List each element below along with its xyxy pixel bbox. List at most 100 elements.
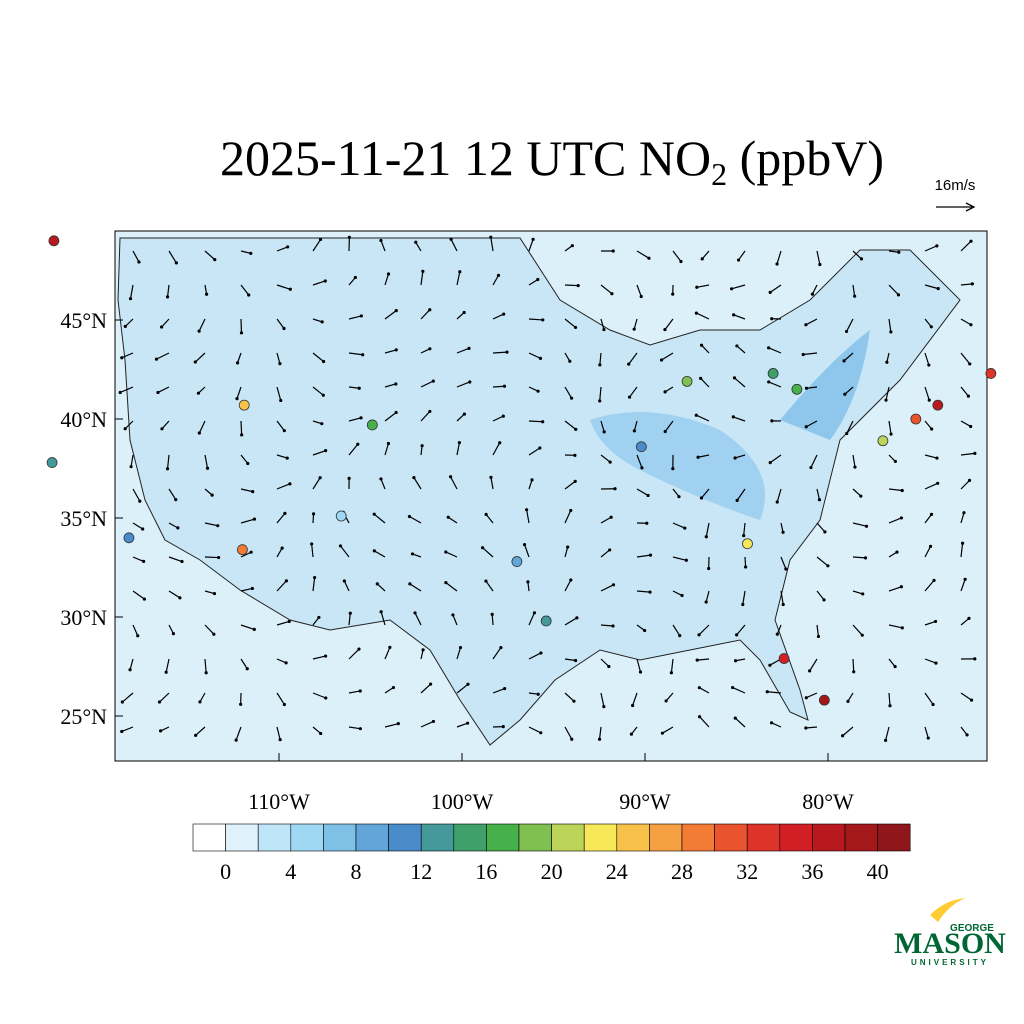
- wind-arrow: [450, 476, 458, 490]
- colorbar-box: [779, 823, 813, 852]
- wind-arrowhead: [160, 325, 164, 329]
- wind-arrowhead: [318, 237, 323, 242]
- wind-arrowhead: [822, 598, 826, 602]
- wind-arrow: [701, 344, 710, 354]
- wind-arrow: [240, 250, 251, 254]
- lat-label: 25°N: [60, 704, 107, 729]
- wind-arrowhead: [323, 654, 328, 658]
- wind-arrow: [240, 454, 249, 464]
- wind-arrowhead: [704, 535, 708, 539]
- wind-arrow: [776, 624, 782, 635]
- wind-arrow: [888, 624, 903, 629]
- wind-arrowhead: [732, 376, 737, 380]
- wind-arrowhead: [973, 657, 977, 661]
- wind-arrowhead: [359, 314, 363, 318]
- wind-arrow: [132, 590, 145, 600]
- wind-arrowhead: [235, 361, 240, 365]
- wind-arrow: [852, 590, 863, 595]
- wind-arrow: [672, 250, 682, 262]
- wind-arrowhead: [396, 722, 400, 726]
- wind-arrowhead: [671, 292, 675, 296]
- wind-arrow: [240, 420, 243, 435]
- wind-arrow: [168, 624, 174, 634]
- wind-arrowhead: [627, 362, 631, 366]
- wind-arrow: [456, 647, 462, 660]
- wind-arrowhead: [639, 294, 643, 299]
- station: [877, 435, 889, 447]
- wind-arrowhead: [646, 493, 650, 498]
- colorbar-box: [714, 823, 748, 852]
- wind-arrow: [420, 271, 424, 286]
- wind-arrow: [696, 414, 710, 422]
- wind-arrow: [456, 381, 471, 388]
- wind-arrowhead: [444, 550, 448, 554]
- wind-arrowhead: [160, 427, 164, 431]
- wind-arrowhead: [313, 575, 317, 580]
- wind-arrowhead: [769, 721, 774, 725]
- wind-arrow: [312, 239, 321, 252]
- wind-arrowhead: [734, 659, 738, 663]
- wind-arrow: [348, 315, 362, 320]
- wind-arrow: [161, 318, 170, 328]
- wind-arrowhead: [781, 602, 785, 607]
- wind-arrow: [960, 318, 972, 326]
- wind-arrow: [769, 454, 782, 464]
- wind-arrow: [414, 612, 422, 626]
- wind-arrowhead: [969, 424, 973, 429]
- wind-arrow: [628, 352, 638, 365]
- wind-arrow: [600, 658, 610, 667]
- wind-arrowhead: [632, 429, 636, 433]
- wind-arrowhead: [481, 546, 485, 550]
- wind-arrowhead: [632, 327, 636, 331]
- wind-arrowhead: [118, 390, 122, 395]
- wind-arrowhead: [198, 700, 202, 704]
- wind-arrowhead: [137, 260, 141, 264]
- wind-arrow: [528, 386, 539, 392]
- wind-arrowhead: [967, 616, 971, 620]
- colorbar-box: [518, 823, 552, 852]
- wind-arrow: [132, 250, 140, 263]
- wind-arrow: [924, 620, 936, 626]
- wind-arrowhead: [428, 682, 433, 686]
- wind-arrowhead: [165, 295, 170, 299]
- wind-arrowhead: [699, 343, 704, 347]
- wind-arrowhead: [733, 456, 737, 460]
- wind-arrow: [960, 386, 969, 397]
- wind-arrow: [312, 280, 326, 286]
- wind-arrowhead: [348, 611, 352, 615]
- wind-arrowhead: [573, 479, 577, 484]
- wind-arrowhead: [174, 261, 178, 265]
- wind-arrow: [492, 275, 500, 286]
- wind-arrowhead: [602, 430, 606, 434]
- wind-arrowhead: [969, 239, 973, 243]
- wind-arrowhead: [962, 511, 966, 515]
- wind-arrowhead: [966, 394, 971, 398]
- wind-arrow: [768, 381, 782, 388]
- wind-arrowhead: [735, 498, 739, 502]
- wind-arrowhead: [372, 512, 376, 516]
- station: [985, 368, 997, 379]
- wind-arrow: [924, 352, 930, 366]
- wind-arrow: [564, 510, 572, 524]
- wind-arrow: [734, 454, 746, 459]
- wind-arrowhead: [647, 256, 651, 260]
- wind-arrow: [665, 692, 674, 702]
- lat-label: 30°N: [60, 605, 107, 630]
- wind-arrowhead: [120, 356, 124, 360]
- wind-arrow: [132, 488, 141, 502]
- wind-arrow: [276, 658, 287, 664]
- wind-arrowhead: [884, 398, 888, 402]
- wind-arrow: [636, 554, 651, 558]
- wind-arrowhead: [448, 475, 453, 479]
- wind-arrowhead: [247, 293, 251, 297]
- wind-arrowhead: [431, 719, 436, 724]
- wind-arrow: [348, 417, 362, 422]
- wind-arrowhead: [502, 312, 506, 316]
- wind-arrowhead: [357, 386, 361, 390]
- wind-arrow: [960, 352, 971, 365]
- wind-arrowhead: [213, 258, 217, 262]
- wind-arrow: [236, 386, 242, 399]
- wind-arrowhead: [765, 690, 769, 694]
- wind-arrow: [528, 652, 542, 660]
- station: [48, 235, 60, 247]
